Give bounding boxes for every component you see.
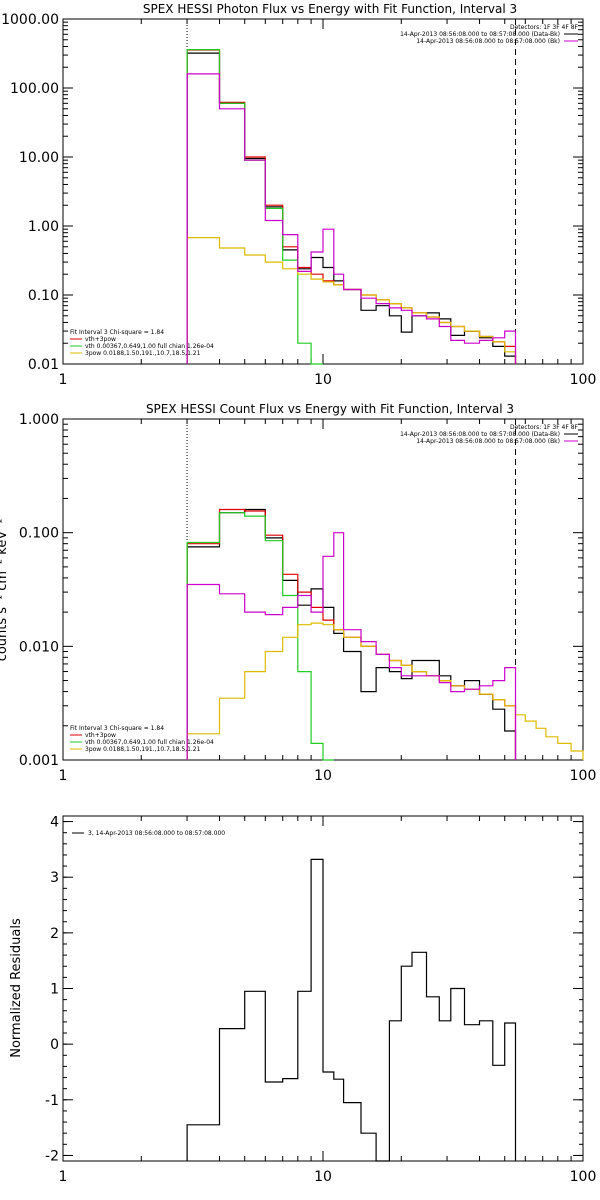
x-tick-label: 1 [59, 372, 68, 388]
residuals-y-axis-label: Normalized Residuals [9, 918, 24, 1058]
photon-flux-plot-area: 1 10 100 0.01 0.10 1.00 10.00 100.00 1000.00 [1, 12, 596, 388]
count-flux-y-axis-label: counts s⁻¹ cm⁻² keV⁻¹ [0, 519, 10, 662]
y-tick-label: 10.00 [19, 150, 59, 166]
count-legend-data-bk: 14-Apr-2013 08:56:08.000 to 08:57:08.000… [400, 431, 560, 438]
residuals-legend-label: 3, 14-Apr-2013 08:56:08.000 to 08:57:08.… [88, 830, 225, 837]
photon-legend-fit-header: Fit Interval 3 Chi-square = 1.84 [70, 329, 164, 336]
y-tick-label: 3 [50, 870, 59, 886]
photon-flux-plot-frame [62, 18, 584, 365]
series-0-step-line [186, 508, 517, 760]
residuals-panel: Normalized Residuals 1 10 100 -2 -1 0 1 2 3 4 3, … [9, 815, 596, 1185]
count-legend-fit-vth: vth 0.00367,0.649,1.00 full chian 1.26e-… [85, 739, 214, 746]
photon-legend-bk: 14-Apr-2013 08:56:08.000 to 08:57:08.000… [416, 38, 560, 45]
y-tick-label: 0.01 [28, 357, 59, 373]
y-tick-label: 1 [50, 982, 59, 998]
count-legend-detectors: Detectors: 1F 3F 4F 8F [510, 424, 579, 431]
series-3-step-line [186, 237, 517, 364]
y-tick-label: 1.00 [28, 219, 59, 235]
y-tick-label: 1.000 [19, 412, 59, 428]
photon-legend-fit-3pow: 3pow 0.0188,1.50,191.,10.7,18.5,1.21 [85, 350, 201, 357]
x-tick-label: 10 [314, 372, 332, 388]
series-2-step-line [186, 512, 334, 761]
x-tick-label: 100 [570, 1169, 597, 1185]
y-tick-label: -1 [45, 1093, 59, 1109]
series-1-step-line [186, 508, 517, 760]
count-legend-fit-3pow: 3pow 0.0188,1.50,191.,10.7,18.5,1.21 [85, 746, 201, 753]
x-tick-label: 10 [314, 768, 332, 784]
photon-flux-title: SPEX HESSI Photon Flux vs Energy with Fi… [143, 2, 517, 16]
x-tick-label: 1 [59, 1169, 68, 1185]
y-tick-label: 2 [50, 926, 59, 942]
photon-flux-panel: SPEX HESSI Photon Flux vs Energy with Fi… [1, 2, 596, 388]
y-tick-label: 0.100 [19, 526, 59, 542]
series-0-step-line [186, 858, 517, 1162]
count-legend-bk: 14-Apr-2013 08:56:08.000 to 08:57:08.000… [416, 438, 560, 445]
y-tick-label: 0.001 [19, 753, 59, 769]
series-0-step-line [186, 52, 517, 364]
y-tick-label: 0.10 [28, 288, 59, 304]
count-flux-panel: SPEX HESSI Count Flux vs Energy with Fit… [0, 402, 596, 784]
y-tick-label: 4 [50, 815, 59, 831]
y-tick-label: 0.010 [19, 639, 59, 655]
residuals-plot-area: 1 10 100 -2 -1 0 1 2 3 4 [45, 815, 596, 1185]
photon-legend-data-bk: 14-Apr-2013 08:56:08.000 to 08:57:08.000… [400, 31, 560, 38]
series-3-step-line [186, 622, 584, 760]
count-flux-title: SPEX HESSI Count Flux vs Energy with Fit… [146, 402, 514, 416]
count-legend-fit-header: Fit Interval 3 Chi-square = 1.84 [70, 725, 164, 732]
x-tick-label: 100 [570, 768, 597, 784]
photon-legend-fit-total: vth+3pow [85, 336, 116, 343]
y-tick-label: 1000.00 [1, 12, 59, 28]
x-tick-label: 100 [570, 372, 597, 388]
series-4-step-line [186, 532, 517, 760]
photon-legend-detectors: Detectors: 1F 3F 4F 8F [510, 24, 579, 31]
y-tick-label: 100.00 [10, 81, 59, 97]
y-tick-label: -2 [45, 1148, 59, 1164]
photon-legend-fit-vth: vth 0.00367,0.649,1.00 full chian 1.26e-… [85, 343, 214, 350]
series-1-step-line [186, 49, 517, 364]
count-legend-fit-total: vth+3pow [85, 732, 116, 739]
count-flux-plot-area: 1 10 100 0.001 0.010 0.100 1.000 [19, 412, 596, 784]
x-tick-label: 1 [59, 768, 68, 784]
x-tick-label: 10 [314, 1169, 332, 1185]
series-2-step-line [186, 49, 323, 365]
y-tick-label: 0 [50, 1037, 59, 1053]
series-4-step-line [186, 73, 517, 364]
